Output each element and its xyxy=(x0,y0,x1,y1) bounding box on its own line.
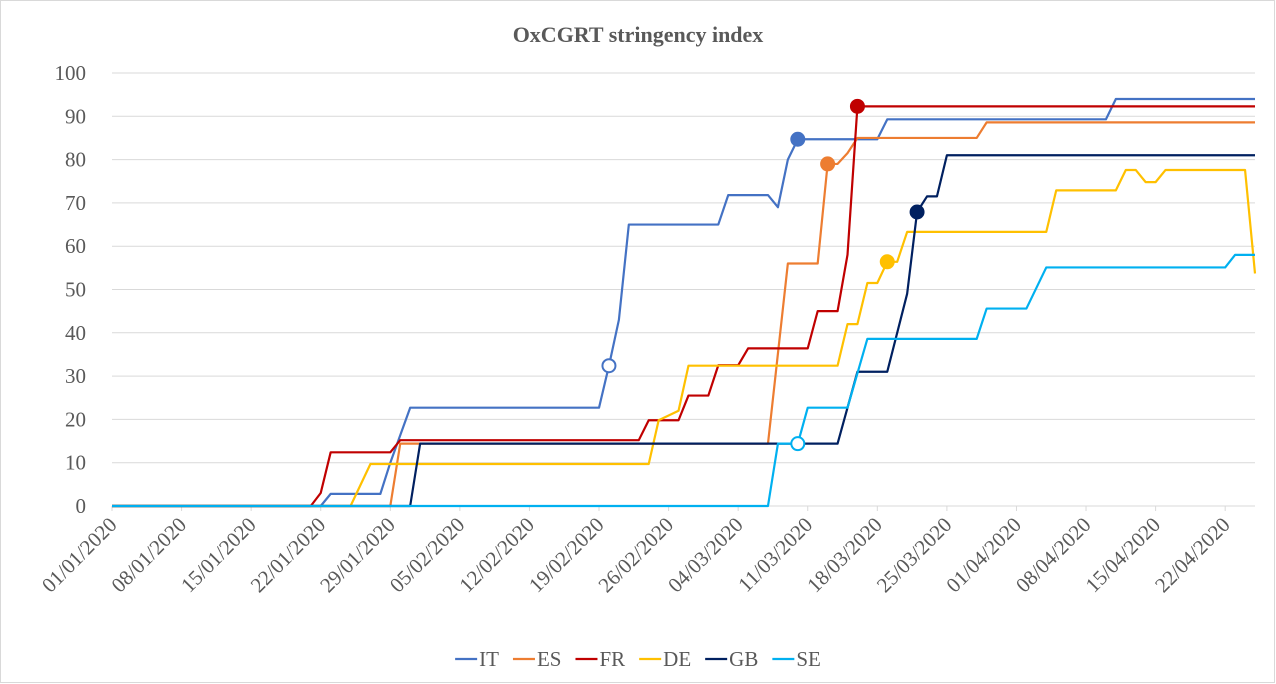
y-tick-label: 40 xyxy=(65,321,86,345)
marker xyxy=(601,358,617,374)
legend: IT ES FR DE GB SE xyxy=(455,647,821,671)
chart-title: OxCGRT stringency index xyxy=(513,22,764,47)
y-tick-label: 100 xyxy=(55,61,87,85)
legend-label: GB xyxy=(729,647,758,671)
y-tick-label: 50 xyxy=(65,278,86,302)
y-tick-label: 0 xyxy=(76,494,87,518)
legend-label: DE xyxy=(663,647,691,671)
y-tick-label: 90 xyxy=(65,104,86,128)
legend-label: IT xyxy=(479,647,499,671)
marker xyxy=(909,204,925,220)
series-line xyxy=(112,105,1255,508)
y-tick-label: 10 xyxy=(65,451,86,475)
marker xyxy=(790,131,806,147)
marker xyxy=(820,156,836,172)
series-line xyxy=(112,97,1255,508)
marker xyxy=(790,436,806,452)
series-line xyxy=(112,253,1255,508)
y-tick-label: 60 xyxy=(65,234,86,258)
legend-label: FR xyxy=(599,647,625,671)
legend-label: ES xyxy=(537,647,562,671)
marker xyxy=(849,98,865,114)
series-line xyxy=(112,154,1255,508)
y-tick-label: 70 xyxy=(65,191,86,215)
legend-label: SE xyxy=(796,647,821,671)
y-tick-label: 20 xyxy=(65,407,86,431)
marker xyxy=(879,254,895,270)
y-tick-label: 80 xyxy=(65,148,86,172)
y-tick-label: 30 xyxy=(65,364,86,388)
